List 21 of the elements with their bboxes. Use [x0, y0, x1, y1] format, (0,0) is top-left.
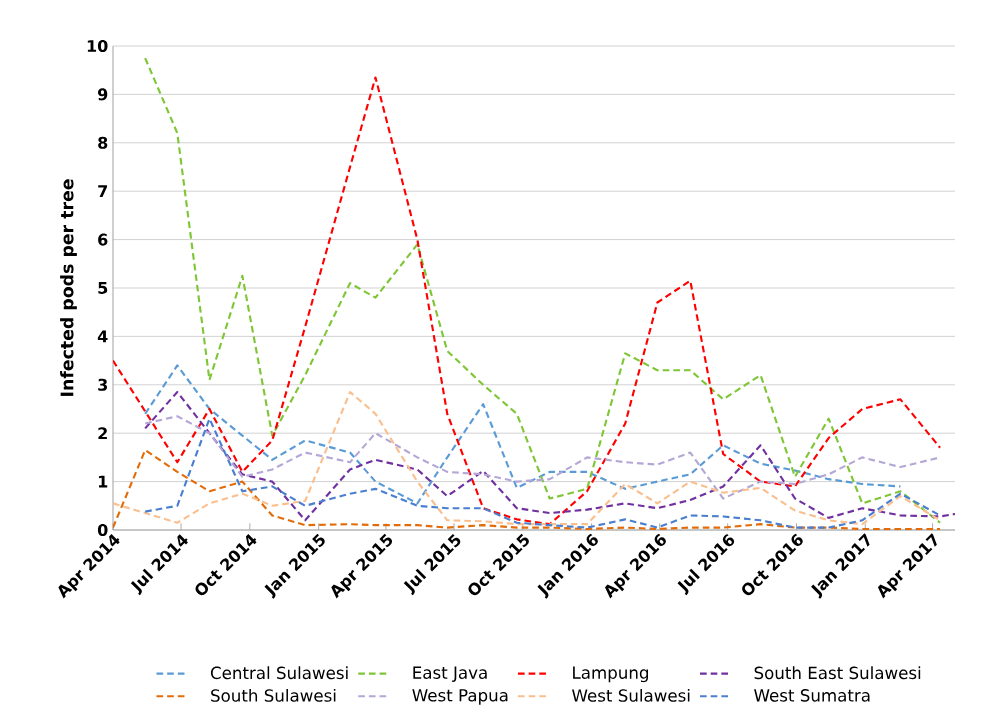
- legend-label: West Sulawesi: [572, 688, 690, 702]
- y-tick-label: 5: [98, 282, 108, 294]
- y-tick-label: 2: [98, 427, 107, 440]
- y-tick-label: 4: [97, 330, 108, 343]
- legend-label: South East Sulawesi: [754, 666, 921, 680]
- y-axis-title: Infected pods per tree: [60, 179, 77, 396]
- legend-label: South Sulawesi: [211, 688, 336, 702]
- y-tick-label: 1: [98, 475, 108, 488]
- y-tick-label: 3: [98, 378, 108, 391]
- legend-label: West Sumatra: [754, 689, 870, 702]
- y-tick-label: 0: [97, 523, 108, 537]
- y-tick-label: 7: [98, 185, 108, 198]
- legend-label: Lampung: [573, 666, 649, 683]
- y-tick-label: 10: [87, 39, 108, 53]
- line-series: [144, 364, 902, 505]
- y-tick-label: 6: [98, 233, 108, 246]
- legend-label: Central Sulawesi: [210, 666, 348, 680]
- y-tick-label: 9: [98, 88, 108, 101]
- legend-label: East Java: [413, 666, 487, 683]
- legend-label: West Papua: [412, 689, 508, 705]
- y-tick-label: 8: [98, 136, 108, 149]
